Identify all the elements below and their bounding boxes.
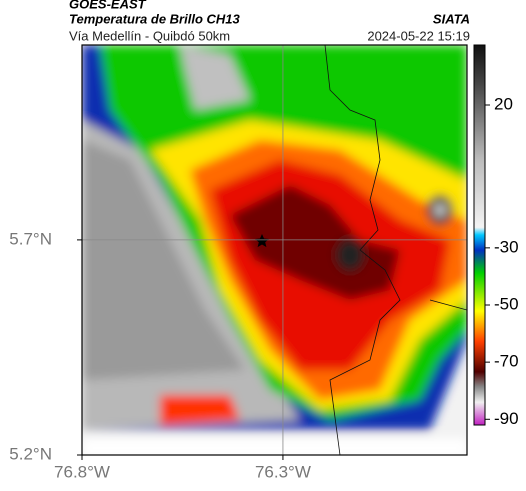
title: Temperatura de Brillo CH13 xyxy=(69,11,241,26)
colorbar xyxy=(473,44,486,426)
subtitle: Vía Medellín - Quibdó 50km xyxy=(69,28,230,43)
x-tick-label: 76.3°W xyxy=(255,462,311,481)
colorbar-tick-label: -90 xyxy=(494,409,519,428)
colorbar-tick-label: -70 xyxy=(494,352,519,371)
colorbar-tick-label: -50 xyxy=(494,294,519,313)
y-tick-label: 5.2°N xyxy=(9,444,52,463)
colorbar-tick-label: 20 xyxy=(494,94,513,113)
source: GOES-EAST xyxy=(69,0,147,11)
x-tick-label: 76.8°W xyxy=(54,462,110,481)
y-tick-label: 5.7°N xyxy=(9,229,52,248)
colorbar-tick-label: -30 xyxy=(494,237,519,256)
datetime: 2024-05-22 15:19 xyxy=(367,28,470,43)
map-frame xyxy=(81,44,468,456)
agency: SIATA xyxy=(433,11,470,26)
satellite-image xyxy=(82,45,467,455)
